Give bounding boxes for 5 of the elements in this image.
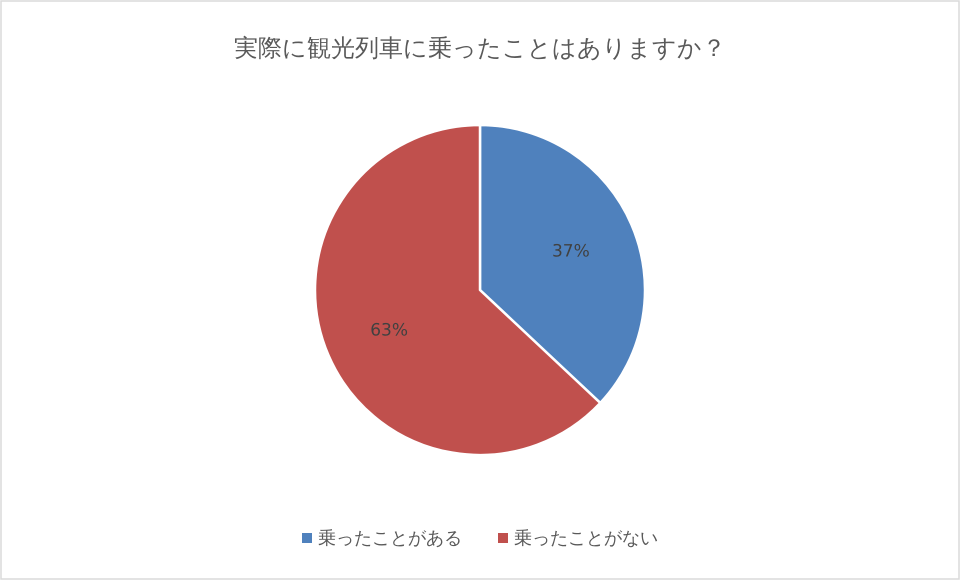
- legend-label: 乗ったことがない: [514, 528, 658, 549]
- chart-title: 実際に観光列車に乗ったことはありますか？: [234, 34, 726, 62]
- data-label: 63%: [370, 320, 408, 340]
- data-label: 37%: [552, 242, 590, 262]
- legend-label: 乗ったことがある: [318, 528, 462, 549]
